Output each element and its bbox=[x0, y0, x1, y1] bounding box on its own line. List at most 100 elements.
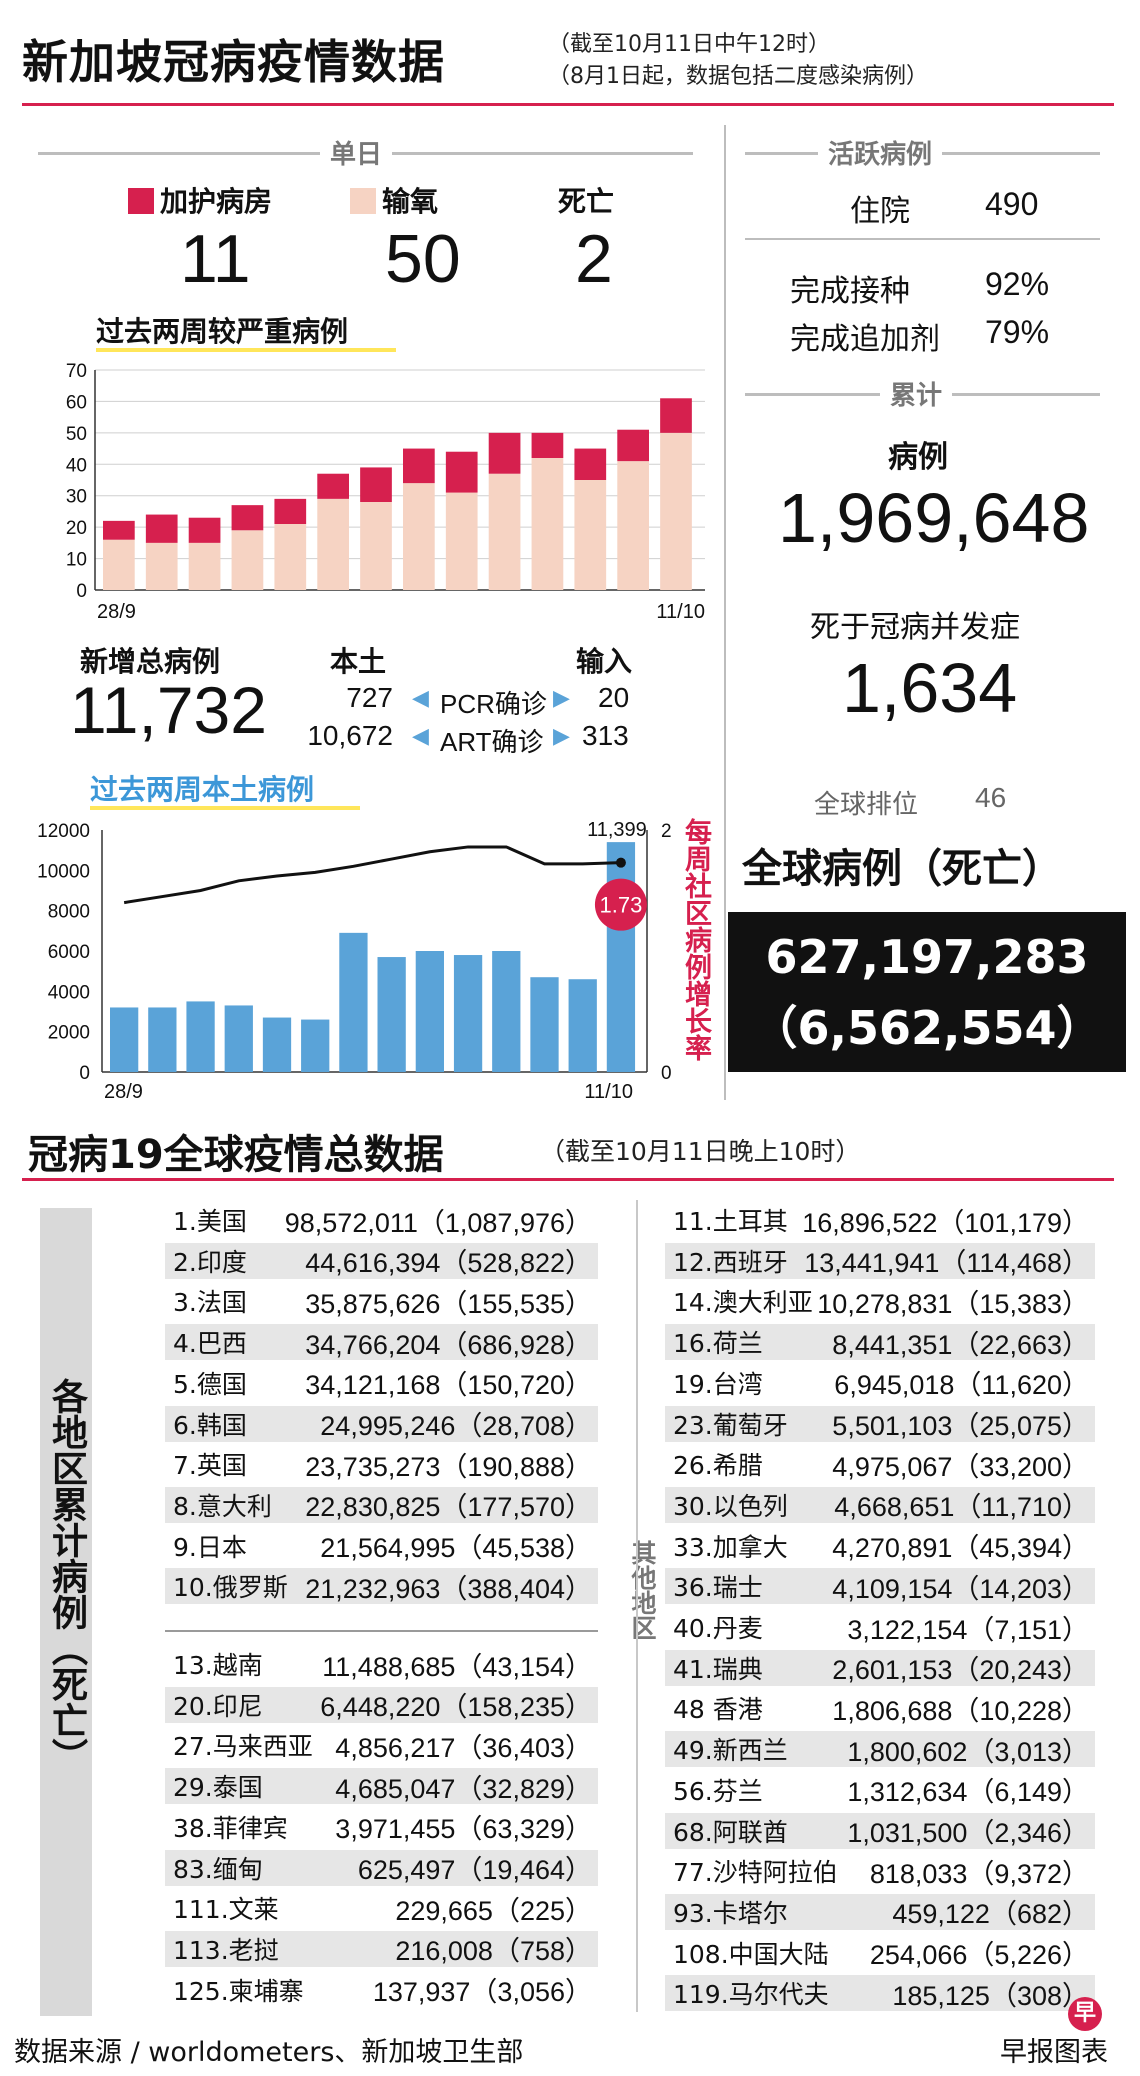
icu-legend: 加护病房 bbox=[128, 180, 272, 220]
booster-value: 79% bbox=[985, 314, 1050, 350]
severe-y-tick: 70 bbox=[66, 361, 87, 382]
severe-icu-bar bbox=[103, 520, 135, 540]
country-row: 26.希腊 4,975,067（33,200） bbox=[665, 1446, 1095, 1482]
severe-oxygen-bar bbox=[403, 483, 435, 590]
icu-value: 11 bbox=[180, 221, 251, 297]
oxygen-label: 输氧 bbox=[382, 185, 439, 218]
country-name: 38.菲律宾 bbox=[173, 1813, 288, 1843]
new-cases-value: 11,732 bbox=[70, 673, 267, 747]
country-cases-deaths: 98,572,011（1,087,976） bbox=[284, 1207, 592, 1238]
country-name: 7.英国 bbox=[173, 1451, 247, 1481]
art-right-arrow-icon: ▶ bbox=[553, 724, 570, 749]
country-cases-deaths: 1,031,500（2,346） bbox=[847, 1818, 1089, 1848]
country-row: 12.西班牙 13,441,941（114,468） bbox=[665, 1242, 1095, 1279]
country-name: 27.马来西亚 bbox=[173, 1732, 313, 1762]
severe-oxygen-bar bbox=[274, 524, 307, 590]
local-cases-bar bbox=[301, 1019, 330, 1072]
side-label-bar bbox=[40, 1208, 92, 2016]
country-row: 11.土耳其 16,896,522（101,179） bbox=[665, 1202, 1095, 1238]
country-name: 4.巴西 bbox=[173, 1329, 247, 1359]
country-name: 111.文莱 bbox=[173, 1895, 279, 1925]
country-name: 68.阿联酋 bbox=[673, 1817, 788, 1847]
country-name: 56.芬兰 bbox=[673, 1776, 763, 1806]
country-name: 16.荷兰 bbox=[673, 1329, 763, 1359]
local-y-tick: 12000 bbox=[37, 821, 90, 842]
country-cases-deaths: 16,896,522（101,179） bbox=[802, 1207, 1089, 1238]
growth-y-tick: 2 bbox=[661, 821, 672, 842]
cum-cases-value: 1,969,648 bbox=[778, 479, 1090, 557]
severe-oxygen-bar bbox=[574, 480, 607, 590]
cum-cases-label: 病例 bbox=[888, 440, 948, 475]
country-row: 68.阿联酋 1,031,500（2,346） bbox=[665, 1812, 1095, 1849]
severe-y-tick: 0 bbox=[76, 581, 87, 602]
severe-icu-bar bbox=[274, 498, 307, 524]
local-chart-title: 过去两周本土病例 bbox=[90, 773, 315, 806]
country-cases-deaths: 4,685,047（32,829） bbox=[335, 1773, 592, 1804]
country-name: 77.沙特阿拉伯 bbox=[673, 1858, 838, 1888]
growth-rate-badge bbox=[594, 878, 647, 931]
country-row: 9.日本 21,564,995（45,538） bbox=[165, 1528, 598, 1564]
severe-oxygen-bar bbox=[660, 432, 692, 590]
severe-cases-chart: 0 10 20 30 40 50 60 70 28/9 11/10 bbox=[66, 361, 705, 623]
local-cases-bar bbox=[377, 957, 406, 1072]
country-name: 41.瑞典 bbox=[673, 1654, 763, 1684]
country-cases-deaths: 4,856,217（36,403） bbox=[335, 1732, 592, 1763]
local-y-tick: 2000 bbox=[48, 1023, 90, 1044]
country-row: 83.缅甸 625,497（19,464） bbox=[165, 1849, 598, 1886]
cum-deaths-label: 死于冠病并发症 bbox=[810, 610, 1020, 645]
severe-y-tick: 60 bbox=[66, 392, 87, 413]
death-value: 2 bbox=[575, 221, 613, 297]
severe-y-tick: 10 bbox=[66, 550, 87, 571]
country-row: 108.中国大陆 254,066（5,226） bbox=[665, 1935, 1095, 1971]
art-left-arrow-icon: ◀ bbox=[412, 724, 429, 749]
country-name: 1.美国 bbox=[173, 1207, 247, 1236]
active-sub-divider bbox=[745, 238, 1100, 240]
country-row: 6.韩国 24,995,246（28,708） bbox=[165, 1405, 598, 1442]
country-row: 111.文莱 229,665（225） bbox=[165, 1890, 598, 1926]
hosp-value: 490 bbox=[985, 186, 1039, 222]
pcr-left-arrow-icon: ◀ bbox=[412, 686, 429, 711]
other-label: 其他地区 bbox=[624, 1540, 660, 1640]
country-cases-deaths: 34,766,204（686,928） bbox=[305, 1329, 592, 1360]
growth-rate-last-label: 1.73 bbox=[600, 893, 643, 918]
country-row: 125.柬埔寨 137,937（3,056） bbox=[165, 1972, 598, 2008]
country-cases-deaths: 1,800,602（3,013） bbox=[847, 1736, 1089, 1767]
severe-title-underline bbox=[96, 348, 396, 352]
art-label: ART确诊 bbox=[440, 727, 544, 757]
growth-y-tick: 0 bbox=[661, 1063, 672, 1084]
icu-swatch-icon bbox=[128, 188, 154, 214]
global-deaths-value: （6,562,554） bbox=[751, 1001, 1103, 1055]
country-row: 19.台湾 6,945,018（11,620） bbox=[665, 1365, 1095, 1401]
severe-oxygen-bar bbox=[488, 473, 521, 590]
country-row: 113.老挝 216,008（758） bbox=[165, 1930, 598, 1967]
country-row: 16.荷兰 8,441,351（22,663） bbox=[665, 1324, 1095, 1361]
icu-label: 加护病房 bbox=[160, 185, 273, 218]
country-name: 11.土耳其 bbox=[673, 1207, 788, 1236]
country-row: 29.泰国 4,685,047（32,829） bbox=[165, 1768, 598, 1805]
pcr-right-arrow-icon: ▶ bbox=[553, 686, 570, 711]
severe-y-tick: 20 bbox=[66, 518, 87, 539]
local-cases-bar bbox=[186, 1001, 215, 1072]
severe-icu-bar bbox=[403, 448, 435, 484]
local-label: 本土 bbox=[330, 645, 387, 678]
severe-y-tick: 30 bbox=[66, 487, 87, 508]
country-name: 119.马尔代夫 bbox=[673, 1980, 829, 2010]
country-name: 3.法国 bbox=[173, 1288, 247, 1318]
country-row: 41.瑞典 2,601,153（20,243） bbox=[665, 1649, 1095, 1686]
country-row: 56.芬兰 1,312,634（6,149） bbox=[665, 1772, 1095, 1808]
country-name: 19.台湾 bbox=[673, 1369, 763, 1399]
country-name: 2.印度 bbox=[173, 1247, 247, 1277]
local-cases-bar bbox=[492, 951, 521, 1072]
local-last-bar-label: 11,399 bbox=[587, 819, 647, 841]
country-cases-deaths: 1,312,634（6,149） bbox=[847, 1777, 1089, 1808]
country-row: 27.马来西亚 4,856,217（36,403） bbox=[165, 1727, 598, 1763]
country-cases-deaths: 137,937（3,056） bbox=[372, 1977, 592, 2008]
severe-icu-bar bbox=[531, 432, 564, 458]
daily-heading: 单日 bbox=[320, 134, 393, 171]
world-title: 冠病19全球疫情总数据 bbox=[28, 1132, 444, 1178]
country-cases-deaths: 4,668,651（11,710） bbox=[834, 1492, 1089, 1523]
rank-label: 全球排位 bbox=[814, 790, 919, 820]
local-cases-bar bbox=[606, 842, 636, 1072]
country-cases-deaths: 3,122,154（7,151） bbox=[847, 1614, 1089, 1645]
country-cases-deaths: 3,971,455（63,329） bbox=[335, 1814, 592, 1845]
